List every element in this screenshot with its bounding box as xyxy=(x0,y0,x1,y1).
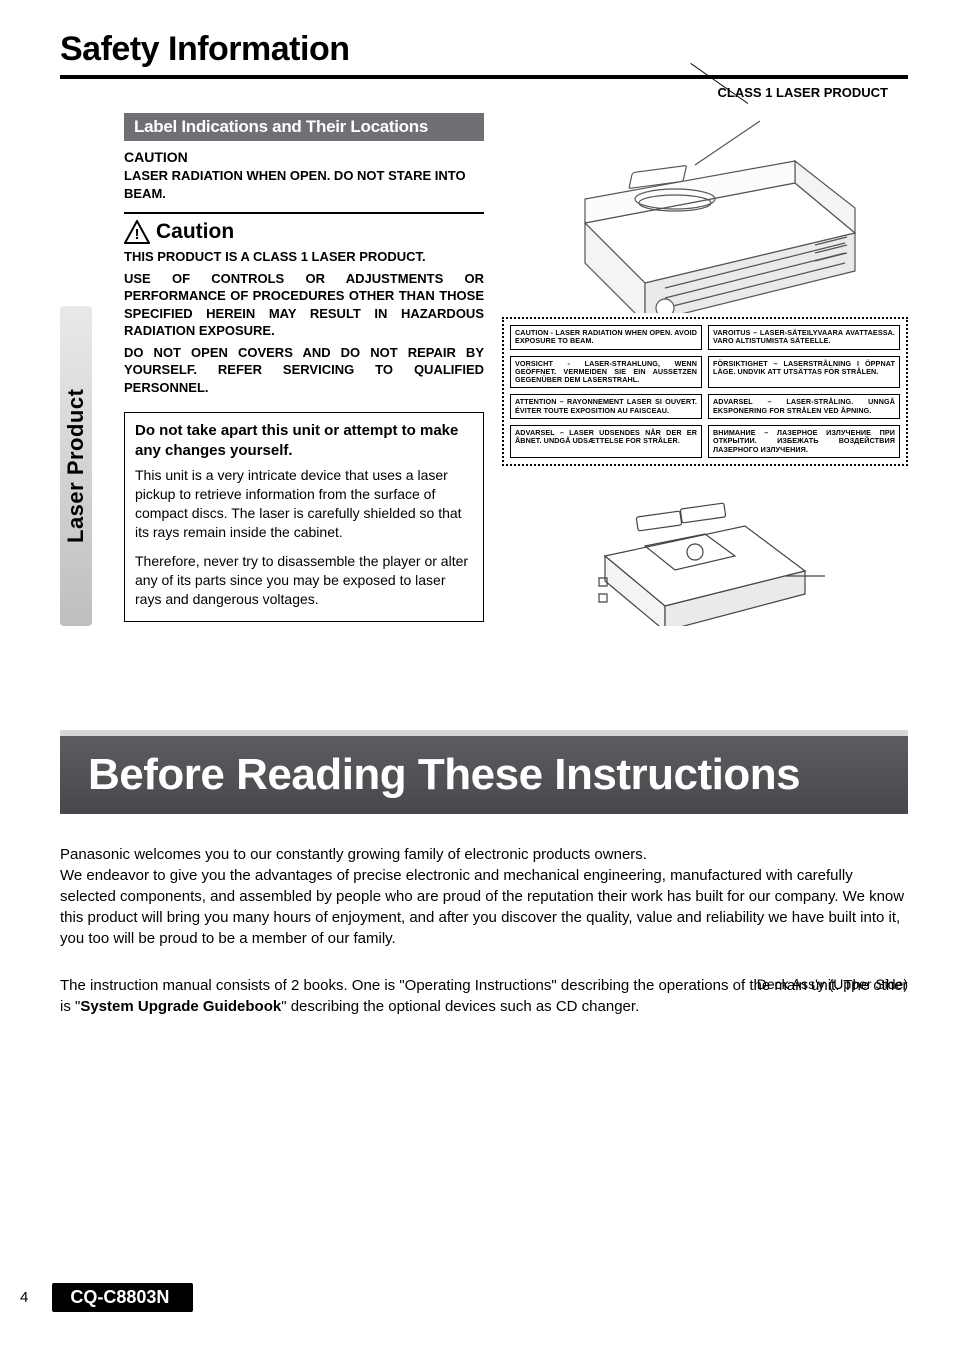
warning-triangle-icon: ! xyxy=(124,220,150,244)
warning-mini-label: VORSICHT - LASER-STRAHLUNG, WENN GEÖFFNE… xyxy=(510,356,702,389)
svg-text:!: ! xyxy=(135,226,140,243)
side-tab-column: Laser Product xyxy=(60,113,106,626)
note-part-c: " describing the optional devices such a… xyxy=(281,998,639,1015)
title-rule xyxy=(60,75,908,79)
warning-mini-label: ADVARSEL – LASER-STRÅLING. UNNGÅ EKSPONE… xyxy=(708,394,900,419)
left-column: Label Indications and Their Locations CA… xyxy=(124,113,484,626)
note-bold: System Upgrade Guidebook xyxy=(80,998,281,1015)
deck-diagram-wrap: Deck Ass'y (Upper Side) xyxy=(502,486,908,626)
caution-line: ! Caution xyxy=(124,220,484,244)
thin-rule xyxy=(124,212,484,214)
class1-laser-label: CLASS 1 LASER PRODUCT xyxy=(718,85,888,100)
box-paragraph-1: This unit is a very intricate device tha… xyxy=(135,466,473,542)
deck-assembly-diagram xyxy=(585,486,825,626)
page-number: 4 xyxy=(20,1289,28,1306)
box-paragraph-2: Therefore, never try to disassemble the … xyxy=(135,552,473,609)
model-pill: CQ-C8803N xyxy=(52,1283,193,1312)
do-not-disassemble-box: Do not take apart this unit or attempt t… xyxy=(124,412,484,621)
section-banner: Before Reading These Instructions xyxy=(60,736,908,814)
page-root: Safety Information Laser Product Label I… xyxy=(0,0,954,1348)
chapter-title: Safety Information xyxy=(60,30,908,69)
subheading-bar: Label Indications and Their Locations xyxy=(124,113,484,141)
caution-paragraph-2: USE OF CONTROLS OR ADJUSTMENTS OR PERFOR… xyxy=(124,270,484,340)
deck-label: Deck Ass'y (Upper Side) xyxy=(757,976,908,992)
caution-label: Caution xyxy=(156,220,234,244)
warning-mini-label: CAUTION - LASER RADIATION WHEN OPEN. AVO… xyxy=(510,325,702,350)
right-column: CLASS 1 LASER PRODUCT xyxy=(502,113,908,626)
welcome-p1: Panasonic welcomes you to our constantly… xyxy=(60,844,908,865)
welcome-p2: We endeavor to give you the advantages o… xyxy=(60,865,908,949)
caution-body-text: LASER RADIATION WHEN OPEN. DO NOT STARE … xyxy=(124,167,484,202)
warning-mini-label: ADVARSEL – LASER UDSENDES NÅR DER ER ÅBN… xyxy=(510,425,702,458)
warning-label-grid: CAUTION - LASER RADIATION WHEN OPEN. AVO… xyxy=(502,317,908,466)
side-tab: Laser Product xyxy=(60,306,92,626)
welcome-text: Panasonic welcomes you to our constantly… xyxy=(60,844,908,949)
caution-paragraph-1: THIS PRODUCT IS A CLASS 1 LASER PRODUCT. xyxy=(124,248,484,266)
two-column-region: Laser Product Label Indications and Thei… xyxy=(60,113,908,626)
caution-paragraph-3: DO NOT OPEN COVERS AND DO NOT REPAIR BY … xyxy=(124,344,484,397)
warning-mini-label: VAROITUS – LASER-SÄTEILYVAARA AVATTAESSA… xyxy=(708,325,900,350)
caution-heading: CAUTION xyxy=(124,149,484,165)
warning-mini-label: FÖRSIKTIGHET – LASERSTRÅLNING I ÖPPNAT L… xyxy=(708,356,900,389)
warning-mini-label: ВНИМАНИЕ – ЛАЗЕРНОЕ ИЗЛУЧЕНИЕ ПРИ ОТКРЫТ… xyxy=(708,425,900,458)
warning-mini-label: ATTENTION – RAYONNEMENT LASER SI OUVERT.… xyxy=(510,394,702,419)
car-stereo-diagram xyxy=(502,113,908,313)
box-heading: Do not take apart this unit or attempt t… xyxy=(135,421,473,460)
page-footer: 4 CQ-C8803N xyxy=(0,1283,954,1312)
